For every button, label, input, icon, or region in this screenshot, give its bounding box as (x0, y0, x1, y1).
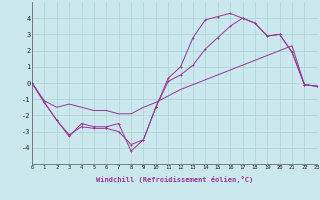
X-axis label: Windchill (Refroidissement éolien,°C): Windchill (Refroidissement éolien,°C) (96, 176, 253, 183)
